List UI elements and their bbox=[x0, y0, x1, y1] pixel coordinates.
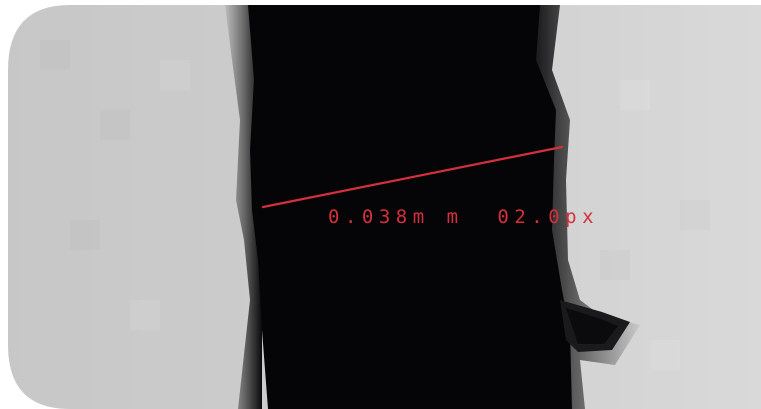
measurement-label: 0.038m m 02.0px bbox=[328, 206, 600, 228]
measurement-line[interactable] bbox=[261, 145, 564, 209]
